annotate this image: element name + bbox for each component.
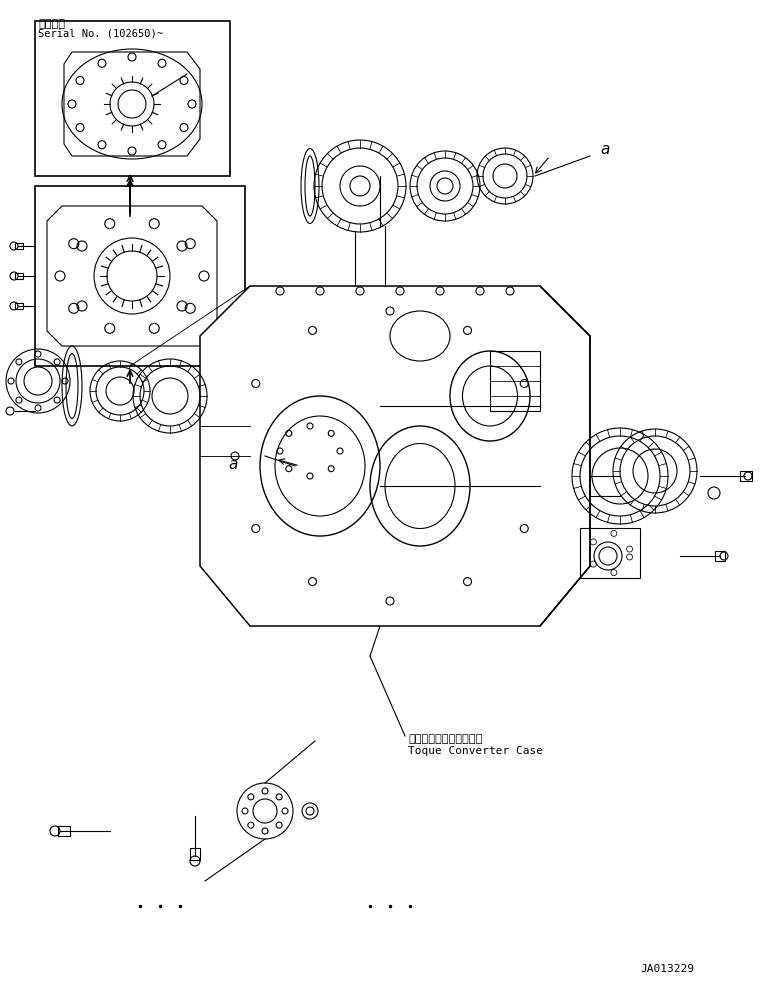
Polygon shape xyxy=(200,287,590,626)
Text: Serial No. (102650)~: Serial No. (102650)~ xyxy=(38,29,163,39)
Bar xyxy=(715,551,725,561)
Bar xyxy=(740,471,752,481)
Text: a: a xyxy=(600,142,610,157)
Text: トルクコンバータケース: トルクコンバータケース xyxy=(408,734,482,743)
Bar xyxy=(490,352,540,411)
Bar xyxy=(190,848,200,860)
Bar xyxy=(35,186,245,367)
Bar xyxy=(15,304,23,310)
Bar xyxy=(15,244,23,249)
Bar xyxy=(35,22,230,176)
Text: 適用号機: 適用号機 xyxy=(38,19,65,29)
Bar xyxy=(58,826,70,836)
Text: Toque Converter Case: Toque Converter Case xyxy=(408,745,543,755)
Bar xyxy=(15,274,23,280)
Text: a: a xyxy=(228,457,237,471)
Text: JA013229: JA013229 xyxy=(640,963,694,973)
